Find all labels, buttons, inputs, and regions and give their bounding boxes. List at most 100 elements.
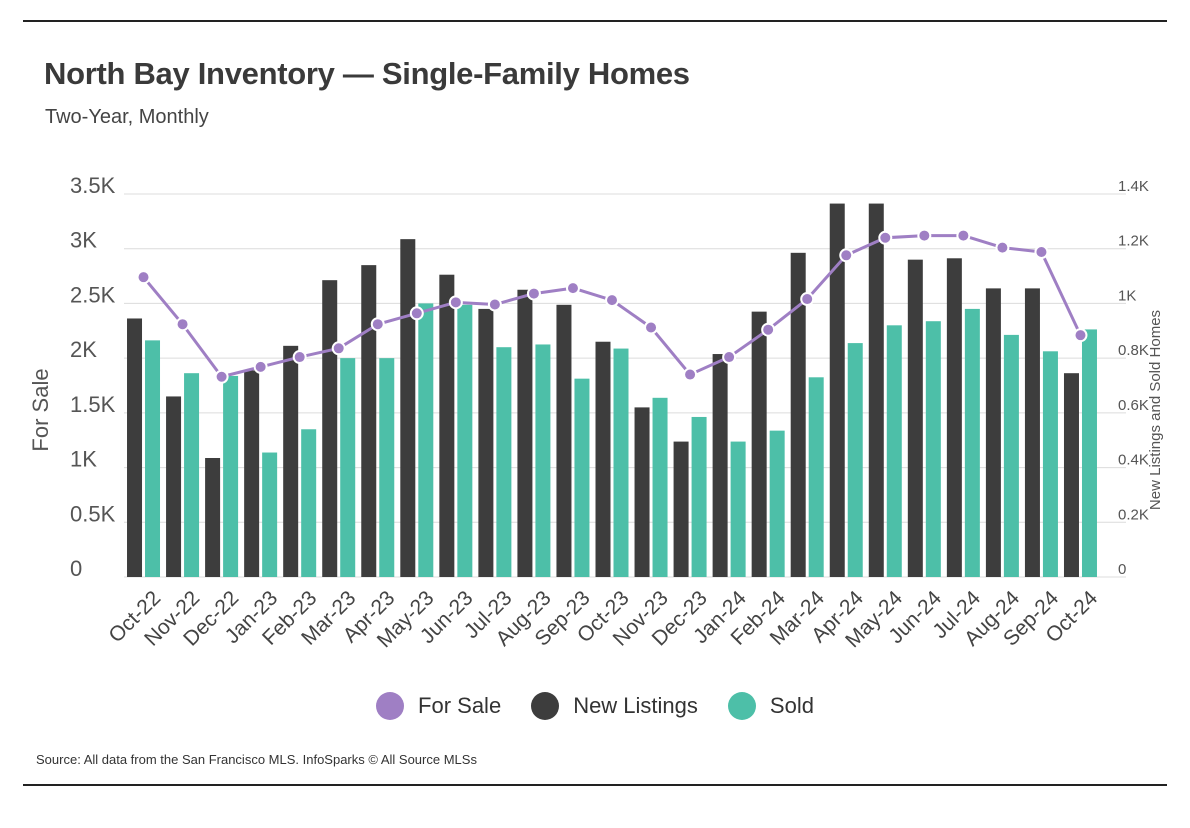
bar-sold [925, 321, 941, 577]
legend-swatch-sold [727, 692, 756, 720]
bar-new-listings [985, 288, 1001, 577]
chart-area: 0 0.5K 1K 1.5K 2K 2.5K 3K 3.5K 0 0.2K 0.4K 0.6K 0.8K… [28, 173, 1164, 652]
point-for-sale [409, 306, 424, 321]
point-for-sale [995, 240, 1010, 255]
bar-new-listings [673, 441, 689, 577]
point-for-sale [1034, 244, 1049, 259]
bar-sold [223, 375, 239, 577]
bar-sold [691, 416, 707, 577]
chart-title: North Bay Inventory — Single-Family Home… [44, 56, 690, 91]
bar-new-listings [517, 289, 533, 577]
bar-sold [613, 348, 629, 577]
bar-new-listings [1024, 288, 1040, 577]
bar-sold [535, 344, 551, 577]
bar-new-listings [244, 370, 260, 577]
chart-legend: For Sale New Listings Sold [0, 692, 1190, 720]
bar-new-listings [322, 280, 338, 577]
bar-new-listings [400, 239, 416, 577]
point-for-sale [526, 286, 541, 301]
y-left-tick-label: 0.5K [70, 501, 116, 526]
bar-sold [808, 377, 824, 577]
bar-new-listings [205, 457, 221, 577]
bar-new-listings [829, 203, 845, 577]
y-right-tick-label: 0.4K [1118, 452, 1149, 469]
point-for-sale [956, 228, 971, 243]
bar-sold [301, 429, 317, 577]
bar-new-listings [439, 274, 455, 577]
bar-new-listings [283, 345, 299, 577]
y-left-axis-title: For Sale [28, 368, 53, 451]
y-left-tick-label: 3.5K [70, 173, 116, 198]
point-for-sale [370, 317, 385, 332]
bar-sold [418, 303, 434, 577]
bar-new-listings [1063, 373, 1079, 577]
y-right-tick-label: 1.4K [1118, 178, 1149, 195]
bar-sold [184, 373, 200, 577]
bar-sold [964, 308, 980, 577]
point-for-sale [487, 297, 502, 312]
legend-item-new-listings[interactable]: New Listings [531, 692, 698, 720]
bar-sold [847, 343, 863, 577]
bar-new-listings [634, 407, 650, 577]
bar-new-listings [907, 259, 923, 577]
bar-sold [886, 325, 902, 577]
bar-sold [652, 397, 668, 577]
point-for-sale [214, 369, 229, 384]
bar-sold [730, 441, 746, 577]
point-for-sale [917, 228, 932, 243]
point-for-sale [605, 293, 619, 308]
top-rule [23, 20, 1167, 22]
bar-sold [496, 347, 512, 577]
bar-sold [340, 358, 356, 577]
legend-item-for-sale[interactable]: For Sale [376, 692, 501, 720]
bar-sold [262, 452, 278, 577]
bar-new-listings [790, 252, 806, 577]
point-for-sale [331, 341, 346, 356]
point-for-sale [644, 320, 659, 335]
point-for-sale [292, 350, 307, 365]
bar-sold [1081, 329, 1097, 577]
point-for-sale [253, 359, 268, 374]
y-left-tick-label: 2.5K [70, 282, 116, 307]
source-note: Source: All data from the San Francisco … [36, 752, 477, 767]
y-right-tick-label: 0.6K [1118, 397, 1149, 414]
y-left-tick-label: 1.5K [70, 392, 116, 417]
y-left-tick-label: 3K [70, 228, 97, 253]
y-right-tick-label: 0 [1118, 561, 1126, 578]
bar-sold [145, 340, 161, 577]
bar-sold [574, 378, 590, 577]
bar-sold [1003, 334, 1019, 577]
point-for-sale [1073, 328, 1088, 343]
bar-new-listings [478, 308, 494, 577]
bar-sold [1042, 351, 1058, 577]
bar-new-listings [166, 396, 182, 577]
bar-new-listings [751, 311, 767, 577]
y-right-tick-label: 0.2K [1118, 506, 1149, 523]
legend-swatch-new-listings [531, 692, 560, 720]
point-for-sale [839, 248, 854, 263]
legend-label-for-sale: For Sale [418, 693, 502, 718]
y-right-tick-label: 1K [1118, 287, 1136, 304]
point-for-sale [722, 350, 737, 365]
y-right-axis-title: New Listings and Sold Homes [1147, 310, 1164, 510]
legend-item-sold[interactable]: Sold [727, 692, 814, 720]
y-left-tick-label: 1K [70, 447, 97, 472]
legend-swatch-for-sale [376, 692, 405, 720]
point-for-sale [175, 317, 190, 332]
legend-label-new-listings: New Listings [573, 693, 698, 718]
y-right-tick-label: 0.8K [1118, 342, 1149, 359]
point-for-sale [448, 295, 463, 310]
bar-new-listings [361, 265, 377, 577]
bar-new-listings [595, 341, 611, 577]
bar-sold [379, 358, 395, 577]
bar-new-listings [946, 258, 962, 577]
point-for-sale [761, 322, 776, 337]
point-for-sale [683, 367, 698, 382]
y-right-tick-label: 1.2K [1118, 233, 1149, 250]
point-for-sale [565, 281, 580, 296]
bar-sold [769, 430, 785, 577]
bar-sold [457, 304, 473, 577]
chart-subtitle: Two-Year, Monthly [45, 106, 209, 128]
y-left-tick-label: 2K [70, 337, 97, 362]
point-for-sale [878, 230, 893, 245]
